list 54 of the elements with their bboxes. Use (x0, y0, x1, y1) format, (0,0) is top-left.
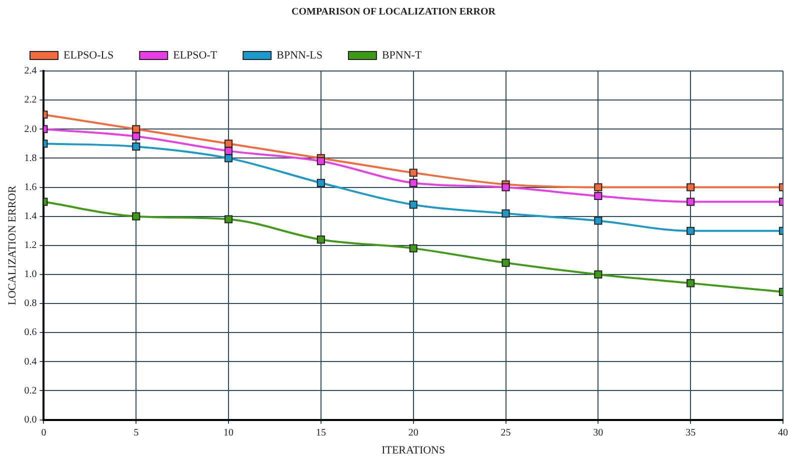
y-tick-label: 1.6 (24, 182, 37, 193)
point (686, 279, 695, 288)
point (224, 140, 233, 148)
point (409, 168, 418, 177)
y-tick-label: 1.2 (24, 240, 37, 252)
point (686, 183, 695, 192)
legend-label: ELPSO-T (173, 49, 218, 62)
x-tick-label: 0 (41, 427, 46, 438)
point (409, 178, 418, 187)
point (316, 178, 325, 187)
y-tick-label: 0.6 (24, 327, 37, 338)
point (132, 125, 140, 134)
x-axis-title: ITERATIONS (382, 444, 446, 456)
y-axis-title: LOCALIZATION ERROR (6, 185, 18, 306)
y-tick-label: 0.0 (24, 414, 37, 426)
point (686, 198, 695, 206)
point (594, 216, 602, 225)
y-tick-label: 2.2 (24, 94, 37, 106)
y-tick-label: 1.0 (24, 269, 37, 280)
point (132, 132, 140, 140)
legend-label: BPNN-LS (276, 49, 322, 62)
legend-label: BPNN-T (382, 49, 422, 62)
point (594, 183, 602, 192)
point (502, 183, 510, 192)
x-tick-label: 25 (500, 427, 511, 438)
point (502, 258, 510, 267)
chart-title: COMPARISON OF LOCALIZATION ERROR (292, 6, 496, 18)
x-tick-label: 20 (408, 427, 418, 438)
y-tick-label: 2.0 (24, 124, 37, 135)
y-tick-label: 1.8 (24, 152, 37, 164)
point (316, 236, 325, 244)
x-tick-label: 5 (134, 427, 139, 438)
y-tick-label: 1.4 (24, 210, 37, 222)
point (594, 270, 602, 278)
point (594, 192, 602, 200)
point (132, 142, 140, 151)
point (409, 244, 418, 252)
x-tick-label: 10 (224, 427, 234, 438)
y-tick-label: 0.8 (24, 298, 37, 310)
point (502, 209, 510, 218)
x-tick-label: 15 (316, 427, 326, 438)
x-tick-label: 40 (778, 427, 788, 438)
point (224, 154, 233, 162)
x-tick-label: 35 (686, 427, 696, 438)
point (316, 157, 325, 166)
point (224, 215, 233, 224)
point (409, 200, 418, 209)
point (686, 226, 695, 235)
y-tick-label: 0.2 (24, 385, 37, 396)
y-tick-label: 0.4 (24, 356, 37, 368)
point (132, 212, 140, 220)
x-tick-label: 30 (593, 427, 604, 438)
legend-label: ELPSO-LS (64, 49, 114, 62)
y-tick-label: 2.4 (24, 66, 37, 77)
